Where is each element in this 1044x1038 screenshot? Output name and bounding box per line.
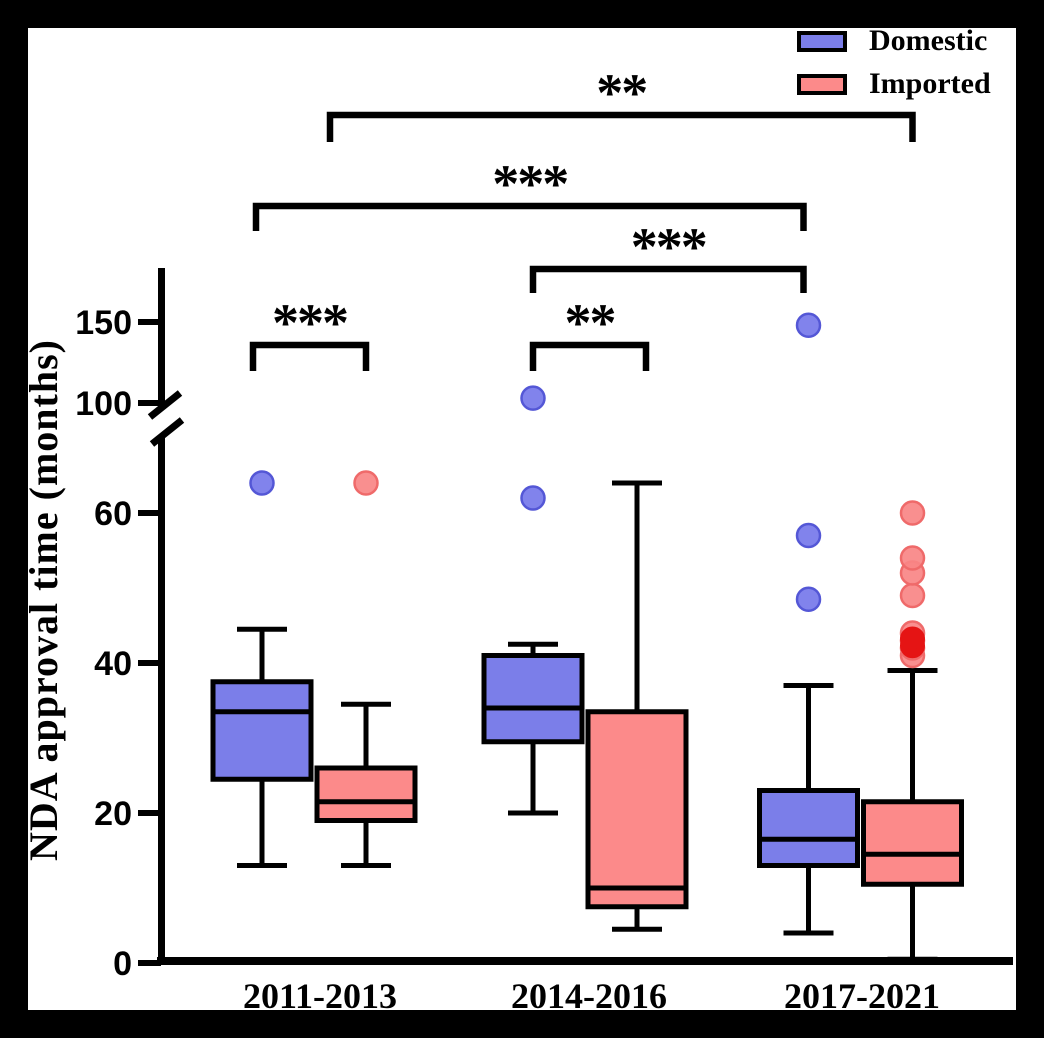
outlier-dot-imported <box>353 470 379 496</box>
significance-label: *** <box>272 293 347 353</box>
significance-bracket-4: ** <box>326 63 916 142</box>
legend-item-domestic: Domestic <box>797 24 991 58</box>
box-domestic-2011-2013 <box>210 626 314 868</box>
outlier-dot-domestic <box>520 485 546 511</box>
y-axis-title: NDA approval time (months) <box>28 339 66 861</box>
legend-label-imported: Imported <box>869 67 991 100</box>
x-category-label-2011-2013: 2011-2013 <box>243 976 397 1010</box>
box-domestic-2014-2016 <box>481 641 585 816</box>
outlier-dot-imported <box>899 582 926 609</box>
y-tick-label-150: 150 <box>75 304 132 342</box>
legend-label-domestic: Domestic <box>869 24 988 57</box>
significance-bracket-1: ** <box>529 293 650 371</box>
outlier-dot-imported <box>899 500 926 526</box>
y-tick-label-60: 60 <box>94 495 132 533</box>
outlier-dot-dense <box>900 626 925 652</box>
outlier-dot-domestic <box>795 312 822 338</box>
y-tick-label-100: 100 <box>75 385 132 423</box>
x-category-label-2017-2021: 2017-2021 <box>784 976 940 1010</box>
significance-label: ** <box>565 293 615 353</box>
x-category-label-2014-2016: 2014-2016 <box>511 976 667 1010</box>
y-tick-label-40: 40 <box>94 645 132 683</box>
legend-swatch-domestic <box>797 30 847 52</box>
box-imported-2011-2013 <box>314 701 418 868</box>
box-imported-2017-2021 <box>861 668 964 962</box>
significance-bracket-2: *** <box>529 217 807 293</box>
box-imported-2014-2016 <box>585 480 689 932</box>
legend: Domestic Imported <box>797 24 991 101</box>
axes <box>138 268 1013 966</box>
y-tick-label-20: 20 <box>94 795 132 833</box>
box-domestic-2017-2021 <box>757 683 860 936</box>
significance-bracket-0: *** <box>249 293 370 371</box>
outlier-dot-domestic <box>795 586 822 612</box>
significance-label: *** <box>492 154 567 214</box>
axis-break-slash <box>149 417 185 447</box>
legend-item-imported: Imported <box>797 67 991 101</box>
significance-label: ** <box>596 63 646 123</box>
plot-area: *** ** *** *** ** NDA approval time (months)… <box>28 24 1016 1010</box>
significance-label: *** <box>631 217 706 277</box>
outlier-dot-domestic <box>795 522 822 549</box>
legend-swatch-imported <box>797 73 847 95</box>
outlier-dot-domestic <box>520 385 546 411</box>
boxplot-chart: *** ********** NDA approval time (months)… <box>28 63 1013 1010</box>
significance-bracket-3: *** <box>252 154 807 231</box>
outlier-dot-domestic <box>249 470 275 496</box>
y-tick-label-0: 0 <box>113 945 132 983</box>
axis-break-slash <box>147 390 183 420</box>
chart-render-root: *** ********** <box>138 63 1013 966</box>
outlier-dot-imported <box>899 545 926 571</box>
